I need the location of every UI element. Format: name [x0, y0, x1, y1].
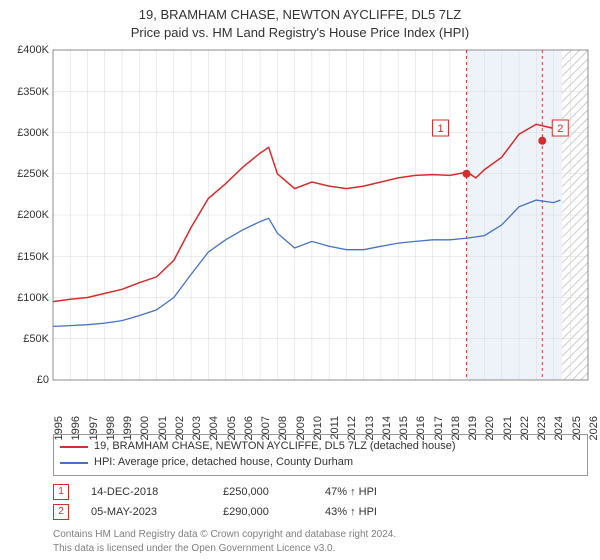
x-tick-label: 1995: [53, 416, 65, 440]
y-tick-label: £0: [3, 374, 49, 386]
legend-item-hpi: HPI: Average price, detached house, Coun…: [60, 455, 581, 471]
x-tick-label: 2026: [588, 416, 600, 440]
x-tick-label: 2004: [208, 416, 220, 440]
x-tick-label: 2006: [243, 416, 255, 440]
footer-note: Contains HM Land Registry data © Crown c…: [53, 528, 588, 555]
y-tick-label: £150K: [3, 251, 49, 263]
x-tick-label: 1997: [88, 416, 100, 440]
svg-text:1: 1: [437, 123, 443, 135]
legend-swatch-hpi: [60, 462, 88, 464]
x-tick-label: 1999: [122, 416, 134, 440]
y-tick-label: £300K: [3, 127, 49, 139]
sale-price-1: £250,000: [223, 486, 303, 498]
x-tick-label: 2003: [191, 416, 203, 440]
table-row: 1 14-DEC-2018 £250,000 47% ↑ HPI: [53, 482, 588, 502]
legend-swatch-property: [60, 446, 88, 448]
x-tick-label: 2007: [260, 416, 272, 440]
chart-title-block: 19, BRAMHAM CHASE, NEWTON AYCLIFFE, DL5 …: [0, 0, 600, 42]
x-tick-label: 2025: [571, 416, 583, 440]
x-axis-labels: 1995199619971998199920002001200220032004…: [53, 394, 588, 408]
sale-marker-1: 1: [53, 484, 69, 500]
title-line-1: 19, BRAMHAM CHASE, NEWTON AYCLIFFE, DL5 …: [0, 6, 600, 24]
y-tick-label: £250K: [3, 168, 49, 180]
x-tick-label: 2022: [519, 416, 531, 440]
x-tick-label: 2020: [484, 416, 496, 440]
x-tick-label: 1998: [105, 416, 117, 440]
x-tick-label: 2010: [312, 416, 324, 440]
y-tick-label: £400K: [3, 44, 49, 56]
footer-line-2: This data is licensed under the Open Gov…: [53, 542, 588, 556]
x-tick-label: 2009: [295, 416, 307, 440]
x-tick-label: 2014: [381, 416, 393, 440]
x-tick-label: 2012: [346, 416, 358, 440]
x-tick-label: 1996: [70, 416, 82, 440]
chart-svg: 12: [53, 50, 588, 380]
y-tick-label: £200K: [3, 209, 49, 221]
sale-pct-2: 43% ↑ HPI: [325, 506, 415, 518]
x-tick-label: 2017: [433, 416, 445, 440]
x-tick-label: 2024: [553, 416, 565, 440]
legend-label-hpi: HPI: Average price, detached house, Coun…: [94, 455, 353, 471]
x-tick-label: 2011: [329, 416, 341, 440]
y-tick-label: £50K: [3, 333, 49, 345]
sales-table: 1 14-DEC-2018 £250,000 47% ↑ HPI 2 05-MA…: [53, 482, 588, 522]
x-tick-label: 2001: [157, 416, 169, 440]
x-tick-label: 2016: [415, 416, 427, 440]
y-axis-labels: £0£50K£100K£150K£200K£250K£300K£350K£400…: [3, 50, 49, 380]
title-line-2: Price paid vs. HM Land Registry's House …: [0, 24, 600, 42]
x-tick-label: 2021: [502, 416, 514, 440]
sale-date-2: 05-MAY-2023: [91, 506, 201, 518]
x-tick-label: 2018: [450, 416, 462, 440]
table-row: 2 05-MAY-2023 £290,000 43% ↑ HPI: [53, 502, 588, 522]
svg-text:2: 2: [557, 123, 563, 135]
x-tick-label: 2013: [364, 416, 376, 440]
sale-marker-1-label: 1: [58, 487, 64, 497]
x-tick-label: 2000: [139, 416, 151, 440]
legend-item-property: 19, BRAMHAM CHASE, NEWTON AYCLIFFE, DL5 …: [60, 439, 581, 455]
sale-price-2: £290,000: [223, 506, 303, 518]
y-tick-label: £350K: [3, 86, 49, 98]
x-tick-label: 2023: [536, 416, 548, 440]
x-tick-label: 2008: [277, 416, 289, 440]
x-tick-label: 2005: [226, 416, 238, 440]
footer-line-1: Contains HM Land Registry data © Crown c…: [53, 528, 588, 542]
chart-area: £0£50K£100K£150K£200K£250K£300K£350K£400…: [53, 50, 588, 400]
sale-marker-2: 2: [53, 504, 69, 520]
x-tick-label: 2002: [174, 416, 186, 440]
sale-pct-1: 47% ↑ HPI: [325, 486, 415, 498]
sale-marker-2-label: 2: [58, 507, 64, 517]
x-tick-label: 2015: [398, 416, 410, 440]
legend-label-property: 19, BRAMHAM CHASE, NEWTON AYCLIFFE, DL5 …: [94, 439, 456, 455]
x-tick-label: 2019: [467, 416, 479, 440]
legend-box: 19, BRAMHAM CHASE, NEWTON AYCLIFFE, DL5 …: [53, 434, 588, 476]
y-tick-label: £100K: [3, 292, 49, 304]
sale-date-1: 14-DEC-2018: [91, 486, 201, 498]
